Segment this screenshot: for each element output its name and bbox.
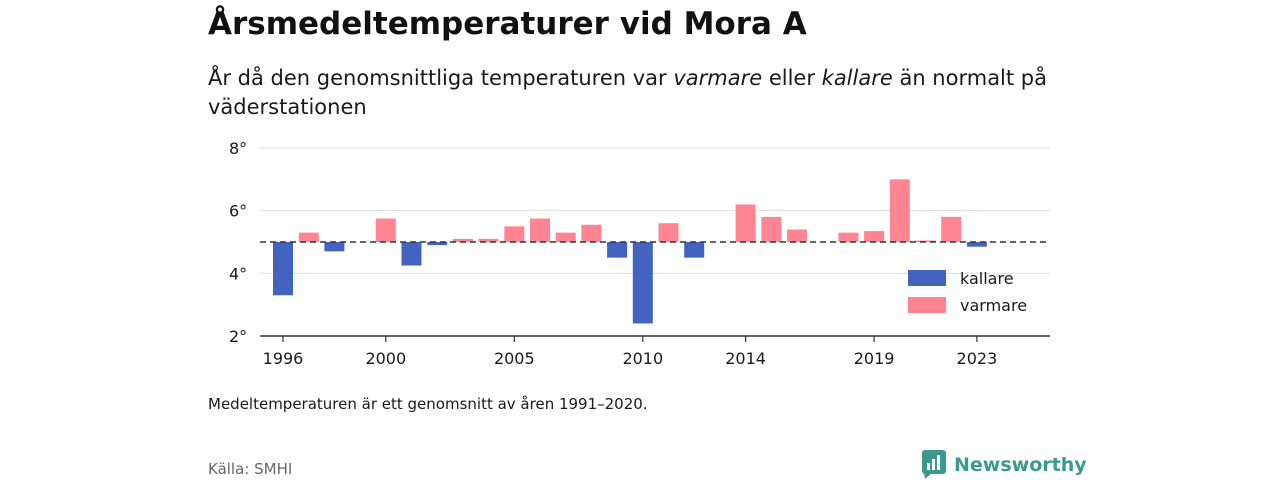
bar-varmare — [452, 238, 473, 242]
x-tick-label: 2005 — [494, 349, 535, 368]
bar-varmare — [504, 226, 525, 242]
bar-varmare — [375, 218, 396, 242]
bar-kallare — [966, 242, 987, 247]
bar-varmare — [889, 179, 910, 242]
y-tick-label: 2° — [229, 327, 247, 346]
x-tick-label: 2014 — [725, 349, 766, 368]
x-tick-label: 2000 — [365, 349, 406, 368]
bar-varmare — [298, 232, 319, 242]
bar-varmare — [761, 216, 782, 242]
subtitle-part3: än normalt på väderstationen — [208, 66, 1047, 119]
brand-name: Newsworthy — [954, 454, 1087, 476]
bar-varmare — [941, 216, 962, 242]
bar-varmare — [838, 232, 859, 242]
legend-label-kallare: kallare — [960, 269, 1014, 288]
brand-logo: Newsworthy — [922, 450, 1087, 480]
bar-varmare — [658, 223, 679, 242]
bar-varmare — [581, 224, 602, 242]
bar-kallare — [401, 242, 422, 266]
legend-label-varmare: varmare — [960, 296, 1027, 315]
bar-varmare — [864, 231, 885, 242]
chart-note: Medeltemperaturen är ett genomsnitt av å… — [208, 395, 648, 413]
chart-title: Årsmedeltemperaturer vid Mora A — [208, 6, 807, 42]
chart-subtitle: År då den genomsnittliga temperaturen va… — [208, 64, 1068, 122]
subtitle-part1: År då den genomsnittliga temperaturen va… — [208, 66, 674, 90]
legend-swatch-kallare — [908, 270, 946, 286]
legend-swatch-varmare — [908, 297, 946, 313]
source-label: Källa: SMHI — [208, 460, 293, 478]
bar-kallare — [324, 242, 345, 252]
subtitle-part2: eller — [762, 66, 822, 90]
bar-varmare — [530, 218, 550, 242]
bar-varmare — [555, 232, 576, 242]
x-tick-label: 2010 — [622, 349, 663, 368]
bar-varmare — [478, 238, 499, 242]
y-tick-label: 4° — [229, 264, 247, 283]
x-tick-label: 2023 — [957, 349, 998, 368]
bar-kallare — [632, 242, 653, 324]
x-tick-label: 2019 — [854, 349, 895, 368]
y-tick-label: 8° — [229, 139, 247, 158]
bar-kallare — [684, 242, 705, 258]
bar-kallare — [273, 242, 293, 296]
newsworthy-logo-icon — [922, 450, 946, 479]
bar-varmare — [787, 229, 807, 242]
bar-kallare — [607, 242, 628, 258]
subtitle-cold-word: kallare — [821, 66, 893, 90]
x-tick-label: 1996 — [263, 349, 304, 368]
bar-varmare — [735, 204, 756, 242]
y-tick-label: 6° — [229, 202, 247, 221]
subtitle-warm-word: varmare — [673, 66, 763, 90]
bar-kallare — [427, 242, 448, 246]
